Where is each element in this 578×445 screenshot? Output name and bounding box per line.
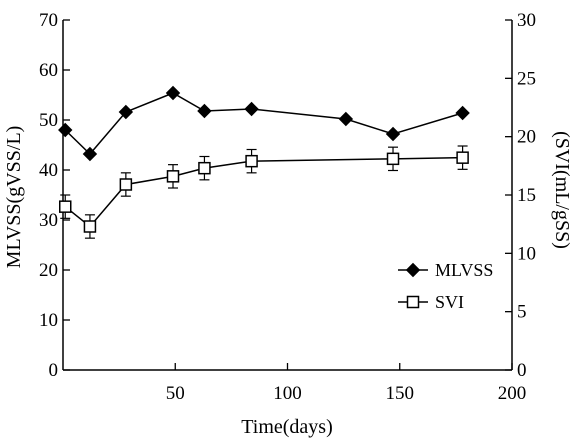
y-left-tick-label: 10	[39, 310, 58, 331]
series-svi	[58, 145, 469, 239]
data-point-mlvss	[197, 103, 212, 119]
y-left-tick-label: 40	[39, 160, 58, 181]
y-right-tick-label: 20	[517, 127, 536, 148]
y-left-tick-label: 70	[39, 10, 58, 31]
data-point-svi	[119, 178, 133, 191]
axes	[62, 20, 513, 371]
y-axis-right-title: (SVI(mL/gSS)	[551, 131, 573, 249]
y-left-tick-label: 20	[39, 260, 58, 281]
data-point-svi	[245, 154, 258, 168]
y-left-tick-label: 0	[49, 360, 59, 381]
data-point-svi	[386, 152, 400, 166]
data-point-mlvss	[338, 111, 354, 127]
data-point-svi	[58, 200, 72, 213]
y-left-tick-label: 30	[39, 210, 58, 231]
x-tick-label: 150	[386, 383, 415, 404]
series-line-svi	[64, 156, 463, 228]
y-right-tick-label: 5	[517, 302, 527, 323]
data-point-mlvss	[118, 104, 134, 120]
y-right-tick-label: 25	[517, 68, 536, 89]
data-point-svi	[456, 151, 469, 164]
y-right-tick-label: 0	[517, 360, 527, 381]
legend-label-mlvss: MLVSS	[435, 260, 493, 280]
data-point-mlvss	[165, 85, 181, 101]
data-point-mlvss	[82, 146, 98, 162]
x-tick-label: 200	[498, 383, 527, 404]
data-point-mlvss	[58, 122, 73, 138]
data-point-svi	[166, 170, 180, 183]
legend-label-svi: SVI	[435, 292, 464, 312]
y-right-tick-label: 10	[517, 243, 536, 264]
y-left-tick-label: 60	[39, 60, 58, 81]
data-point-svi	[198, 161, 211, 175]
data-point-mlvss	[455, 105, 470, 121]
series-line-mlvss	[64, 92, 463, 156]
data-point-mlvss	[244, 101, 259, 117]
x-axis-title: Time(days)	[241, 416, 332, 438]
series-mlvss	[58, 85, 470, 162]
legend-marker-svi	[406, 295, 420, 309]
series-group	[58, 85, 470, 239]
y-left-tick-label: 50	[39, 110, 58, 131]
data-point-svi	[83, 220, 97, 233]
data-point-mlvss	[385, 126, 401, 142]
y-axis-left-title: MLVSS(gVSS/L)	[3, 126, 25, 269]
legend-marker-mlvss	[405, 262, 421, 278]
x-tick-label: 100	[273, 383, 302, 404]
y-right-tick-label: 30	[517, 10, 536, 31]
x-tick-label: 50	[166, 383, 185, 404]
legend: MLVSS SVI	[398, 260, 493, 312]
y-right-tick-label: 15	[517, 185, 536, 206]
